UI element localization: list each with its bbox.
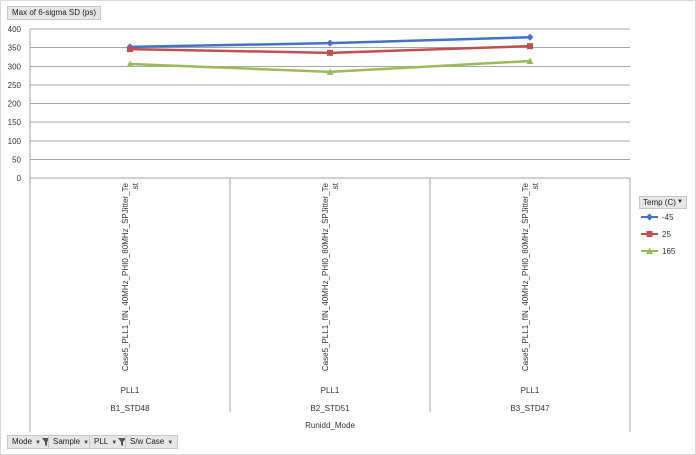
filter-button-pll[interactable]: PLL ▼ — [89, 435, 132, 449]
filter-funnel-shape — [118, 437, 127, 446]
filter-funnel-icon — [118, 437, 127, 446]
legend-item-label: 25 — [662, 230, 671, 239]
category-case-label-part: Case5_PLL1_fIN_40MHz_PHI0_80MHz_SPJitter… — [121, 182, 130, 371]
chevron-down-icon: ▼ — [167, 440, 174, 446]
data-point — [526, 33, 534, 41]
y-tick-label: 350 — [8, 44, 22, 53]
y-tick-label: 400 — [8, 25, 22, 34]
legend-swatch-marker — [646, 231, 653, 237]
category-runidd-label: B1_STD48 — [110, 404, 150, 413]
legend-item-label: -45 — [662, 213, 674, 222]
category-pll-label: PLL1 — [521, 386, 540, 395]
filter-button-label: PLL — [94, 437, 109, 446]
legend-swatch-marker — [646, 213, 653, 221]
category-case-label-part: st — [131, 182, 140, 189]
filter-funnel-icon — [41, 437, 50, 446]
category-runidd-label: B3_STD47 — [510, 404, 550, 413]
chevron-down-icon: ▼ — [83, 440, 90, 446]
filter-button-label: Mode — [12, 437, 33, 446]
filter-button-s-w-case[interactable]: S/w Case ▼ — [125, 435, 179, 449]
category-case-label-part: Case5_PLL1_fIN_40MHz_PHI0_80MHz_SPJitter… — [521, 182, 530, 371]
category-pll-label: PLL1 — [121, 386, 140, 395]
filter-button-sample[interactable]: Sample ▼ — [48, 435, 95, 449]
legend: -45 25 165 — [641, 213, 676, 256]
x-axis: Case5_PLL1_fIN_40MHz_PHI0_80MHz_SPJitter… — [29, 178, 631, 432]
y-tick-label: 50 — [12, 155, 21, 164]
y-tick-label: 250 — [8, 81, 22, 90]
y-tick-label: 0 — [17, 174, 22, 183]
data-point — [327, 49, 333, 56]
legend-swatch-marker — [646, 247, 653, 254]
category-pll-label: PLL1 — [321, 386, 340, 395]
data-point — [326, 68, 334, 75]
chevron-down-icon: ▼ — [111, 440, 118, 446]
category-case-label-part: st — [531, 182, 540, 189]
filter-button-label: Sample — [53, 437, 81, 446]
data-point — [127, 46, 133, 53]
value-field-button[interactable]: Max of 6-sigma SD (ps) — [7, 6, 102, 20]
category-case-label-part: Case5_PLL1_fIN_40MHz_PHI0_80MHz_SPJitter… — [321, 182, 330, 371]
y-tick-label: 300 — [8, 62, 22, 71]
category-runidd-label: B2_STD51 — [310, 404, 350, 413]
legend-item-label: 165 — [662, 247, 676, 256]
y-tick-label: 150 — [8, 118, 22, 127]
data-point — [326, 39, 334, 47]
chevron-down-icon: ▼ — [35, 440, 41, 446]
y-tick-label: 200 — [8, 100, 22, 109]
data-point — [527, 43, 533, 50]
chevron-down-icon: ▼ — [677, 199, 683, 205]
filter-funnel-shape — [41, 437, 50, 446]
category-case-label: Case5_PLL1_fIN_40MHz_PHI0_80MHz_SPJitter… — [121, 182, 140, 371]
filter-button-label: S/w Case — [130, 437, 165, 446]
category-case-label-part: st — [331, 182, 340, 189]
data-point — [126, 60, 134, 68]
y-axis: 0 50 100 150 200 250 300 350 400 — [8, 25, 31, 183]
series-lines — [126, 33, 534, 75]
legend-title-button[interactable]: Temp (C) ▼ — [639, 196, 687, 209]
filter-button-mode[interactable]: Mode ▼ — [7, 435, 55, 449]
category-case-label: Case5_PLL1_fIN_40MHz_PHI0_80MHz_SPJitter… — [521, 182, 540, 371]
axis-field-label: Runidd_Mode — [305, 421, 355, 430]
category-case-label: Case5_PLL1_fIN_40MHz_PHI0_80MHz_SPJitter… — [321, 182, 340, 371]
legend-title-label: Temp (C) — [643, 198, 676, 207]
data-point — [526, 57, 534, 65]
y-tick-label: 100 — [8, 137, 22, 146]
